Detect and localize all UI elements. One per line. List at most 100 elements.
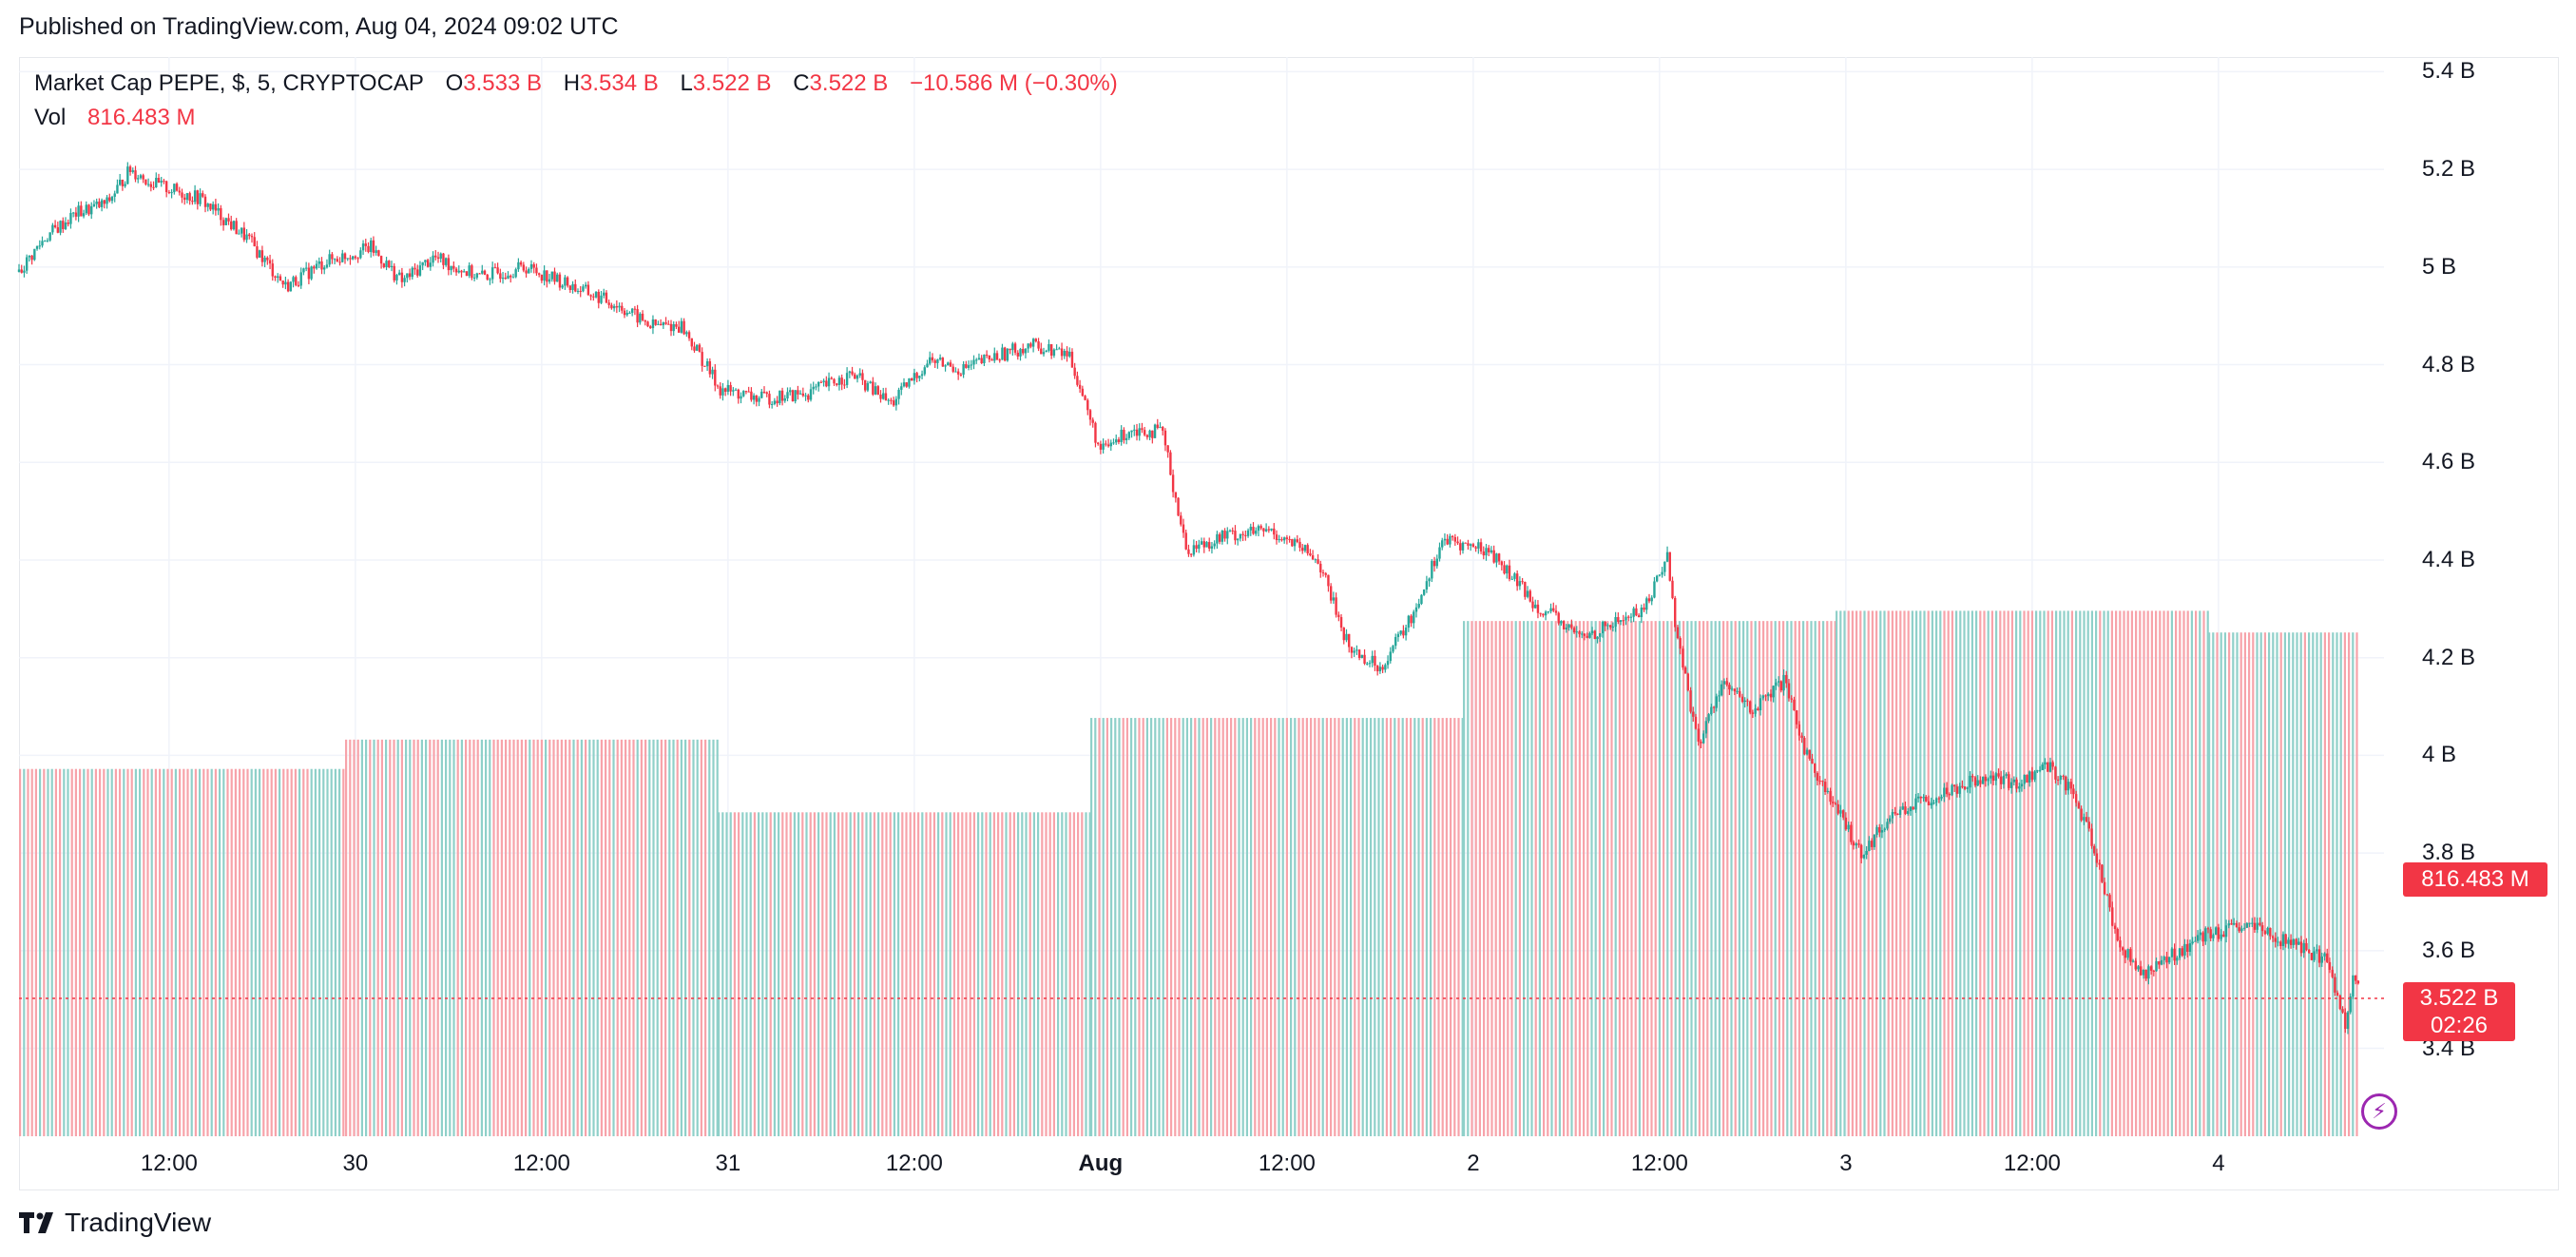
volume-bar <box>472 739 475 1136</box>
volume-bar <box>753 812 756 1136</box>
volume-bar <box>1774 621 1777 1136</box>
candle-body <box>297 284 300 286</box>
candle-body <box>550 271 553 280</box>
candle-body <box>1785 674 1788 684</box>
candle-body <box>2310 953 2314 960</box>
volume-bar <box>2355 632 2358 1136</box>
candle-body <box>1123 429 1125 441</box>
candle-body <box>990 359 993 361</box>
volume-bar <box>63 768 66 1136</box>
candle-body <box>1088 410 1092 420</box>
legend-symbol[interactable]: Market Cap PEPE, $, 5, CRYPTOCAP <box>34 70 424 96</box>
legend-h-value: 3.534 B <box>580 70 659 96</box>
candle-body <box>2163 957 2165 960</box>
candle-body <box>1542 613 1545 616</box>
volume-bar <box>270 768 273 1136</box>
volume-bar <box>861 812 864 1136</box>
candle-body <box>2065 776 2067 791</box>
volume-bar <box>338 768 341 1136</box>
volume-bar <box>1935 610 1938 1136</box>
volume-bar <box>254 768 257 1136</box>
volume-bar <box>2023 610 2026 1136</box>
candle-body <box>1596 636 1599 639</box>
candle-body <box>1575 631 1578 633</box>
candle-body <box>762 391 766 393</box>
volume-bar <box>1658 621 1661 1136</box>
candle-body <box>1606 625 1609 627</box>
volume-bar <box>2248 632 2251 1136</box>
volume-bar <box>1670 621 1673 1136</box>
lightning-icon[interactable]: ⚡ <box>2361 1093 2397 1130</box>
volume-bar <box>612 739 615 1136</box>
candle-body <box>2181 948 2183 956</box>
candle-body <box>2206 928 2210 930</box>
candle-body <box>1048 343 1050 351</box>
volume-bar <box>1305 718 1308 1136</box>
candle-body <box>454 268 458 273</box>
volume-bar <box>1105 718 1108 1136</box>
candle-body <box>1435 558 1438 567</box>
candle-body <box>2113 925 2117 930</box>
volume-bar <box>1710 621 1713 1136</box>
volume-bar <box>628 739 631 1136</box>
volume-bar <box>925 812 928 1136</box>
candle-body <box>181 192 183 198</box>
candle-body <box>1078 384 1082 389</box>
volume-bar <box>356 739 359 1136</box>
candle-body <box>351 256 355 260</box>
candle-body <box>2292 938 2296 945</box>
volume-bar <box>785 812 788 1136</box>
volume-bar <box>1001 812 1004 1136</box>
candle-body <box>2056 779 2060 781</box>
candle-body <box>1868 841 1871 851</box>
candle-body <box>726 384 730 392</box>
candle-body <box>752 395 756 400</box>
price-tag: 3.522 B 02:26 <box>2403 982 2515 1041</box>
legend: Market Cap PEPE, $, 5, CRYPTOCAP O3.533 … <box>34 67 1118 135</box>
volume-bar <box>1478 621 1481 1136</box>
candle-body <box>1321 571 1325 573</box>
candle-body <box>866 382 870 391</box>
candle-body <box>1557 612 1560 624</box>
candle-body <box>944 365 947 367</box>
volume-bar <box>1158 718 1161 1136</box>
volume-bar <box>274 768 277 1136</box>
candle-body <box>1223 531 1226 539</box>
candle-body <box>1627 616 1630 618</box>
candle-body <box>2186 943 2189 953</box>
candle-body <box>1024 348 1028 354</box>
candle-body <box>2354 975 2357 981</box>
candle-body <box>1590 630 1594 634</box>
candle-body <box>1797 724 1801 736</box>
candle-body <box>2220 934 2222 939</box>
candle-body <box>1022 348 1025 354</box>
candle-body <box>64 222 67 229</box>
volume-bar <box>1234 718 1237 1136</box>
candle-body <box>82 213 86 217</box>
candle-body <box>843 384 846 386</box>
candle-body <box>1451 535 1454 537</box>
legend-vol-label[interactable]: Vol <box>34 105 67 130</box>
candle-body <box>1857 843 1860 845</box>
candle-body <box>2054 766 2057 780</box>
volume-bar <box>2240 632 2242 1136</box>
candle-body <box>855 375 859 379</box>
candle-body <box>1671 580 1674 598</box>
candle-body <box>2000 776 2003 784</box>
candle-body <box>2217 927 2220 939</box>
volume-bar <box>1558 621 1561 1136</box>
candle-body <box>2047 762 2049 772</box>
volume-bar <box>1098 718 1101 1136</box>
candle-body <box>1218 533 1221 542</box>
volume-bar <box>2075 610 2078 1136</box>
candle-body <box>224 218 227 225</box>
volume-bar <box>1230 718 1233 1136</box>
legend-l-label: L <box>680 70 693 96</box>
volume-bar <box>1290 718 1293 1136</box>
candle-body <box>1873 835 1876 847</box>
brand[interactable]: TradingView <box>19 1208 211 1238</box>
volume-bar <box>416 739 419 1136</box>
volume-bar <box>989 812 991 1136</box>
candle-body <box>1987 778 1990 782</box>
